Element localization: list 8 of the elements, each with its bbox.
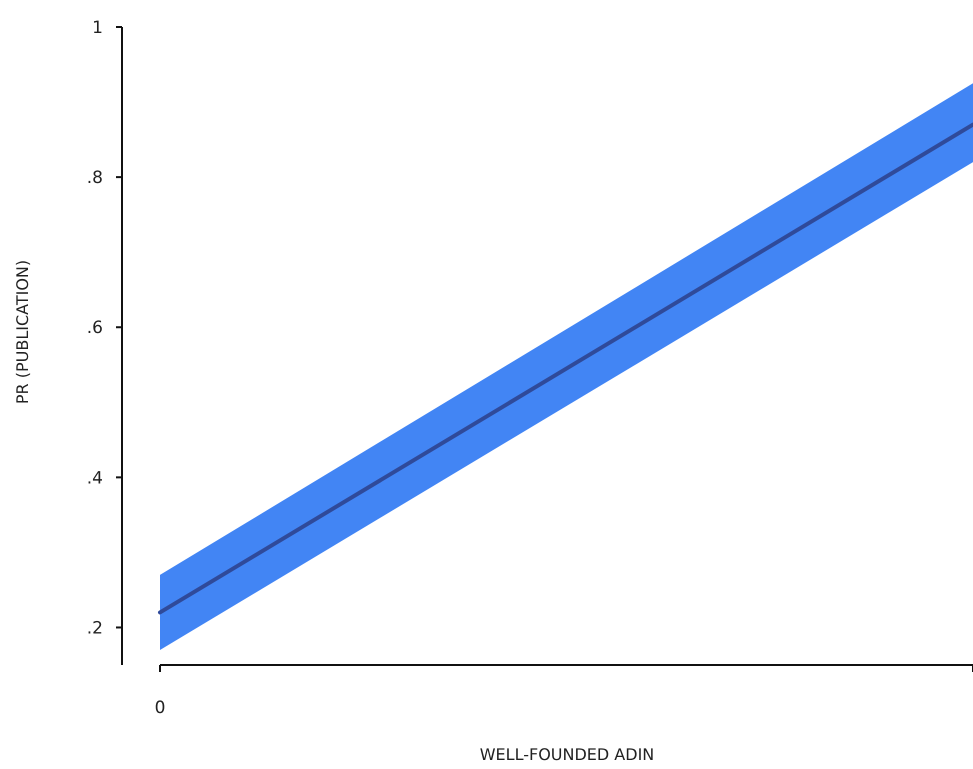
y-axis-title: PR (PUBLICATION)	[13, 260, 32, 404]
y-tick-label: .8	[86, 168, 103, 188]
x-tick-label: 0	[154, 698, 166, 718]
y-tick-label: .6	[86, 318, 103, 338]
y-tick-label: .4	[86, 468, 103, 488]
x-axis-title: WELL-FOUNDED ADIN	[480, 745, 654, 764]
y-tick-label: .2	[86, 618, 103, 638]
y-tick-label: 1	[92, 18, 103, 38]
